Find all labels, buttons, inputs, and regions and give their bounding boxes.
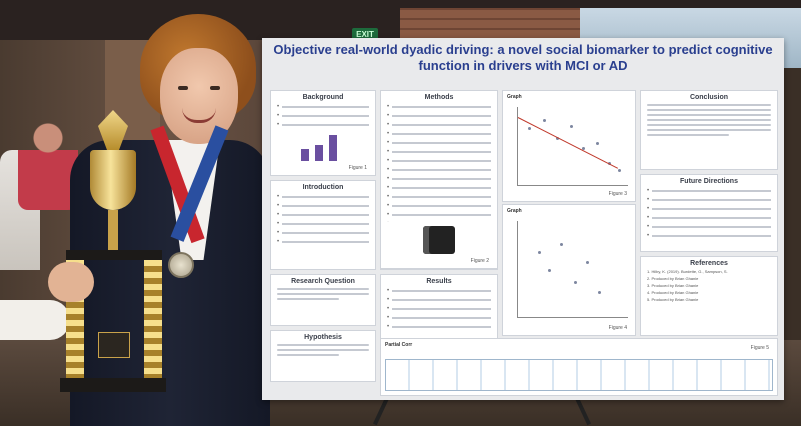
reference-item: 3. Produced by Brian Ghanie: [647, 283, 699, 288]
bar: [315, 145, 323, 161]
round-table: [0, 300, 70, 340]
left-eye: [178, 86, 188, 90]
background-panel: Background Figure 1: [270, 90, 376, 176]
background-woman: [18, 120, 78, 210]
research-question-heading: Research Question: [291, 278, 355, 285]
smile: [182, 108, 216, 123]
trophy-plaque: [98, 332, 130, 358]
background-heading: Background: [302, 94, 344, 101]
hand: [48, 262, 94, 302]
bar: [301, 149, 309, 161]
partial-correlation-table: Partial Corr Figure 5: [380, 338, 778, 396]
conclusion-panel: Conclusion: [640, 90, 778, 170]
driving-device-image: [423, 226, 455, 254]
trophy-column-right: [144, 260, 162, 380]
trophy-figure: [98, 110, 128, 150]
figure-label: Figure 1: [348, 165, 367, 171]
introduction-panel: Introduction: [270, 180, 376, 270]
figure-label: Figure 5: [750, 345, 769, 351]
scatter-graph-bottom: Graph Figure 4: [502, 204, 636, 336]
table-grid: [385, 359, 773, 391]
introduction-heading: Introduction: [302, 184, 344, 191]
scatter-plot-area: [517, 107, 628, 186]
right-eye: [210, 86, 220, 90]
table-title: Partial Corr: [385, 342, 413, 348]
poster-title: Objective real-world dyadic driving: a n…: [273, 42, 773, 73]
hypothesis-heading: Hypothesis: [304, 334, 342, 341]
figure-label: Figure 2: [470, 258, 489, 264]
graph-title: Graph: [507, 94, 522, 100]
figure-label: Figure 4: [608, 325, 627, 331]
student-face: [160, 48, 238, 144]
trophy-base: [60, 378, 166, 392]
reference-item: 2. Produced by Brian Ghanie: [647, 276, 699, 281]
figure2-panel: Figure 2: [380, 222, 498, 269]
future-directions-panel: Future Directions: [640, 174, 778, 252]
reference-item: 4. Produced by Brian Ghanie: [647, 290, 699, 295]
research-poster: Objective real-world dyadic driving: a n…: [262, 38, 784, 400]
hypothesis-panel: Hypothesis: [270, 330, 376, 382]
conclusion-heading: Conclusion: [689, 94, 729, 101]
scatter-plot-area: [517, 221, 628, 318]
trend-line: [517, 117, 619, 169]
trophy-tier: [66, 250, 162, 260]
trophy: [60, 110, 170, 392]
references-panel: References 1. Hilby, K. (2019). Burdette…: [640, 256, 778, 336]
reference-item: 5. Produced by Brian Ghanie: [647, 297, 699, 302]
figure-label: Figure 3: [608, 191, 627, 197]
methods-heading: Methods: [424, 94, 454, 101]
trophy-cup: [90, 150, 136, 210]
scatter-graph-top: Graph Figure 3: [502, 90, 636, 202]
graph-title: Graph: [507, 208, 522, 214]
bar: [329, 135, 337, 161]
results-panel: Results: [380, 274, 498, 346]
reference-item: 1. Hilby, K. (2019). Burdette, G., Samps…: [647, 269, 728, 274]
future-directions-heading: Future Directions: [680, 178, 738, 185]
trophy-stem: [108, 210, 118, 250]
references-heading: References: [690, 260, 728, 267]
research-question-panel: Research Question: [270, 274, 376, 326]
results-heading: Results: [426, 278, 452, 285]
medal: [168, 252, 194, 278]
